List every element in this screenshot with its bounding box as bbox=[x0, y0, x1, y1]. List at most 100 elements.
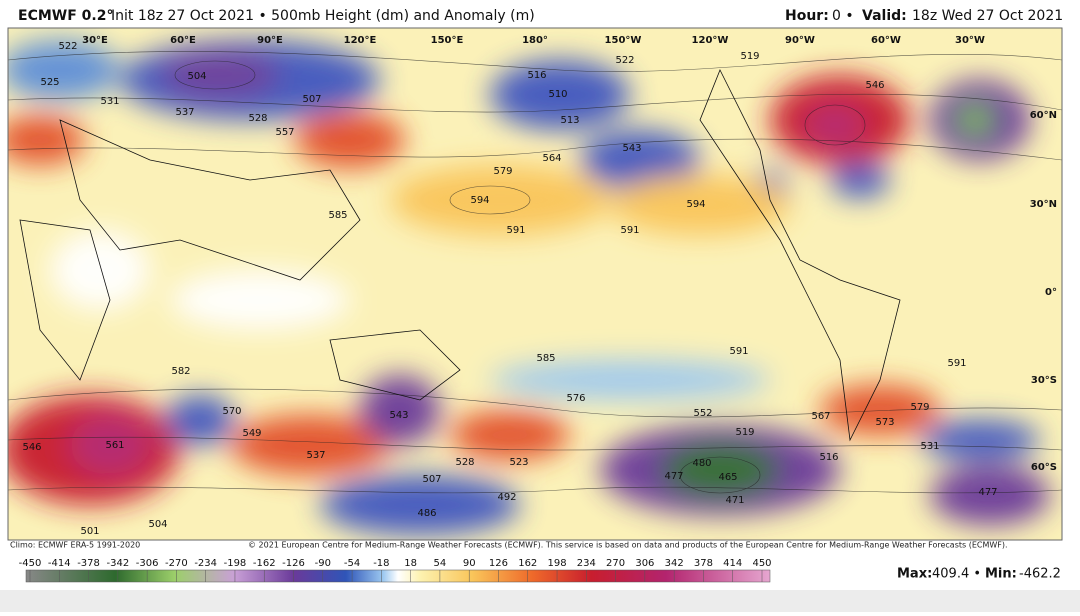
contour-label: 582 bbox=[171, 366, 190, 377]
colorbar-tick-label: 414 bbox=[723, 558, 742, 569]
colorbar-tick-label: -414 bbox=[48, 558, 71, 569]
contour-label: 501 bbox=[80, 526, 99, 537]
colorbar-tick-label: -234 bbox=[194, 558, 217, 569]
lat-label: 30°N bbox=[1030, 199, 1057, 210]
lat-label: 60°S bbox=[1031, 462, 1057, 473]
colorbar-tick-label: -54 bbox=[344, 558, 360, 569]
colorbar-tick-label: 378 bbox=[694, 558, 713, 569]
contour-label: 576 bbox=[566, 393, 585, 404]
contour-label: 561 bbox=[105, 440, 124, 451]
contour-label: 477 bbox=[664, 471, 683, 482]
contour-label: 567 bbox=[811, 411, 830, 422]
min-label: Min: bbox=[985, 567, 1017, 582]
contour-label: 528 bbox=[248, 113, 267, 124]
contour-label: 543 bbox=[389, 410, 408, 421]
lon-label: 60°W bbox=[871, 35, 901, 46]
contour-label: 579 bbox=[493, 166, 512, 177]
contour-label: 507 bbox=[422, 474, 441, 485]
lon-label: 30°E bbox=[82, 35, 108, 46]
contour-label: 525 bbox=[40, 77, 59, 88]
lon-label: 90°W bbox=[785, 35, 815, 46]
contour-label: 531 bbox=[920, 441, 939, 452]
colorbar-tick-label: -270 bbox=[165, 558, 188, 569]
contour-label: 516 bbox=[819, 452, 838, 463]
contour-label: 591 bbox=[729, 346, 748, 357]
contour-label: 579 bbox=[910, 402, 929, 413]
contour-label: 486 bbox=[417, 508, 436, 519]
max-label: Max: bbox=[897, 567, 932, 582]
colorbar bbox=[25, 569, 771, 583]
min: -462.2 bbox=[1019, 567, 1061, 582]
valid: 18z Wed 27 Oct 2021 bbox=[912, 8, 1063, 24]
colorbar-tick-label: -306 bbox=[136, 558, 159, 569]
contour-label: 546 bbox=[22, 442, 41, 453]
map bbox=[8, 28, 1062, 540]
lon-label: 120°W bbox=[692, 35, 729, 46]
contour-label: 591 bbox=[506, 225, 525, 236]
contour-label: 585 bbox=[536, 353, 555, 364]
colorbar-tick-label: -198 bbox=[224, 558, 247, 569]
colorbar-tick-label: -342 bbox=[106, 558, 129, 569]
climo: Climo: ECMWF ERA-5 1991-2020 bbox=[10, 541, 140, 550]
contour-label: 513 bbox=[560, 115, 579, 126]
contour-label: 504 bbox=[187, 71, 206, 82]
colorbar-tick-label: 126 bbox=[489, 558, 508, 569]
contour-label: 537 bbox=[175, 107, 194, 118]
contour-label: 543 bbox=[622, 143, 641, 154]
lat-label: 0° bbox=[1045, 287, 1057, 298]
contour-label: 519 bbox=[735, 427, 754, 438]
contour-label: 594 bbox=[470, 195, 489, 206]
colorbar-tick-label: -90 bbox=[315, 558, 331, 569]
contour-label: 465 bbox=[718, 472, 737, 483]
lat-label: 30°S bbox=[1031, 375, 1057, 386]
contour-label: 516 bbox=[527, 70, 546, 81]
lon-label: 150°W bbox=[605, 35, 642, 46]
colorbar-tick-label: 342 bbox=[665, 558, 684, 569]
contour-label: 552 bbox=[693, 408, 712, 419]
colorbar-tick-label: -162 bbox=[253, 558, 276, 569]
colorbar-tick-label: 90 bbox=[463, 558, 476, 569]
contour-label: 522 bbox=[615, 55, 634, 66]
copyright: © 2021 European Centre for Medium-Range … bbox=[248, 541, 1008, 550]
contour-label: 519 bbox=[740, 51, 759, 62]
contour-label: 510 bbox=[548, 89, 567, 100]
lat-label: 60°N bbox=[1030, 110, 1057, 121]
colorbar-tick-label: 270 bbox=[606, 558, 625, 569]
contour-label: 591 bbox=[947, 358, 966, 369]
contour-label: 546 bbox=[865, 80, 884, 91]
contour-label: 591 bbox=[620, 225, 639, 236]
contour-label: 522 bbox=[58, 41, 77, 52]
contour-label: 504 bbox=[148, 519, 167, 530]
contour-label: 594 bbox=[686, 199, 705, 210]
lon-label: 90°E bbox=[257, 35, 283, 46]
contour-label: 492 bbox=[497, 492, 516, 503]
colorbar-tick-label: 198 bbox=[547, 558, 566, 569]
hour: 0 • bbox=[832, 8, 854, 24]
title: ECMWF 0.2° bbox=[18, 8, 113, 24]
contour-label: 557 bbox=[275, 127, 294, 138]
lon-label: 60°E bbox=[170, 35, 196, 46]
valid-label: Valid: bbox=[862, 8, 907, 24]
colorbar-tick-label: -378 bbox=[77, 558, 100, 569]
contour-label: 477 bbox=[978, 487, 997, 498]
bottom-bar bbox=[0, 590, 1080, 612]
contour-label: 573 bbox=[875, 417, 894, 428]
colorbar-tick-label: 306 bbox=[635, 558, 654, 569]
colorbar-tick-label: -126 bbox=[282, 558, 305, 569]
colorbar-tick-label: -18 bbox=[373, 558, 389, 569]
max: 409.4 • bbox=[932, 567, 981, 582]
colorbar-tick-label: -450 bbox=[19, 558, 42, 569]
contour-label: 528 bbox=[455, 457, 474, 468]
colorbar-tick-label: 18 bbox=[404, 558, 417, 569]
lon-label: 30°W bbox=[955, 35, 985, 46]
contour-label: 570 bbox=[222, 406, 241, 417]
lon-label: 150°E bbox=[431, 35, 464, 46]
contour-label: 507 bbox=[302, 94, 321, 105]
contour-label: 564 bbox=[542, 153, 561, 164]
contour-label: 471 bbox=[725, 495, 744, 506]
colorbar-tick-label: 54 bbox=[434, 558, 447, 569]
contour-label: 523 bbox=[509, 457, 528, 468]
contour-label: 480 bbox=[692, 458, 711, 469]
subtitle: Init 18z 27 Oct 2021 • 500mb Height (dm)… bbox=[111, 8, 535, 24]
